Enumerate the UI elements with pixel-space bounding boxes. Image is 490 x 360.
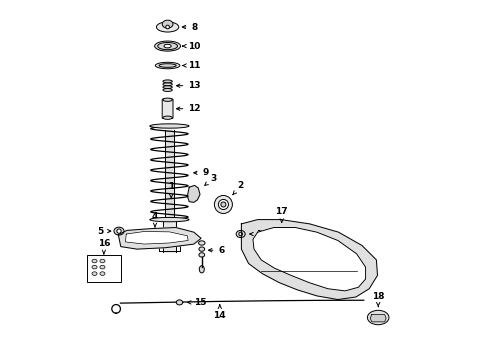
Polygon shape	[253, 228, 366, 291]
Ellipse shape	[150, 217, 189, 222]
Text: 1: 1	[168, 182, 174, 198]
Text: 9: 9	[194, 168, 209, 177]
Ellipse shape	[166, 25, 170, 29]
Bar	[87, 255, 121, 282]
Ellipse shape	[92, 272, 97, 275]
Ellipse shape	[100, 259, 105, 263]
Ellipse shape	[100, 265, 105, 269]
Polygon shape	[125, 231, 188, 244]
Ellipse shape	[92, 265, 97, 269]
Ellipse shape	[163, 116, 172, 120]
Polygon shape	[118, 228, 201, 249]
Ellipse shape	[159, 64, 176, 67]
Text: 13: 13	[176, 81, 201, 90]
Polygon shape	[242, 220, 377, 300]
Text: 4: 4	[152, 212, 158, 227]
Text: 6: 6	[209, 246, 225, 255]
Ellipse shape	[114, 227, 124, 235]
Ellipse shape	[221, 202, 226, 207]
Ellipse shape	[368, 310, 389, 325]
Ellipse shape	[219, 199, 228, 210]
Ellipse shape	[100, 272, 105, 275]
FancyBboxPatch shape	[162, 99, 173, 118]
Ellipse shape	[92, 259, 97, 263]
Ellipse shape	[163, 80, 172, 83]
Text: 15: 15	[188, 298, 207, 307]
Ellipse shape	[163, 89, 172, 91]
Ellipse shape	[117, 229, 121, 233]
Ellipse shape	[158, 42, 177, 50]
Ellipse shape	[162, 20, 173, 28]
Text: 18: 18	[372, 292, 385, 307]
Text: 16: 16	[98, 239, 110, 254]
Ellipse shape	[164, 44, 171, 48]
Ellipse shape	[199, 253, 205, 257]
Text: 7: 7	[134, 233, 158, 242]
Ellipse shape	[199, 266, 204, 273]
Text: 17: 17	[275, 207, 288, 222]
Text: 11: 11	[183, 61, 201, 70]
Ellipse shape	[163, 98, 172, 102]
Ellipse shape	[163, 86, 172, 89]
Polygon shape	[187, 185, 200, 202]
Ellipse shape	[163, 83, 172, 86]
Ellipse shape	[150, 124, 189, 128]
Text: 10: 10	[183, 42, 201, 51]
Text: 2: 2	[233, 181, 244, 195]
Ellipse shape	[155, 41, 180, 51]
Ellipse shape	[239, 232, 243, 236]
Polygon shape	[370, 315, 386, 322]
Ellipse shape	[156, 22, 179, 32]
Ellipse shape	[176, 300, 183, 305]
Ellipse shape	[236, 230, 245, 238]
Ellipse shape	[198, 241, 205, 245]
Ellipse shape	[155, 62, 180, 69]
Text: 14: 14	[214, 305, 226, 320]
Text: 5: 5	[97, 227, 111, 236]
Text: 8: 8	[182, 23, 198, 32]
Text: 5: 5	[250, 230, 263, 239]
Text: 3: 3	[205, 174, 217, 185]
Ellipse shape	[215, 195, 232, 213]
Ellipse shape	[199, 247, 205, 251]
Text: 12: 12	[176, 104, 201, 113]
